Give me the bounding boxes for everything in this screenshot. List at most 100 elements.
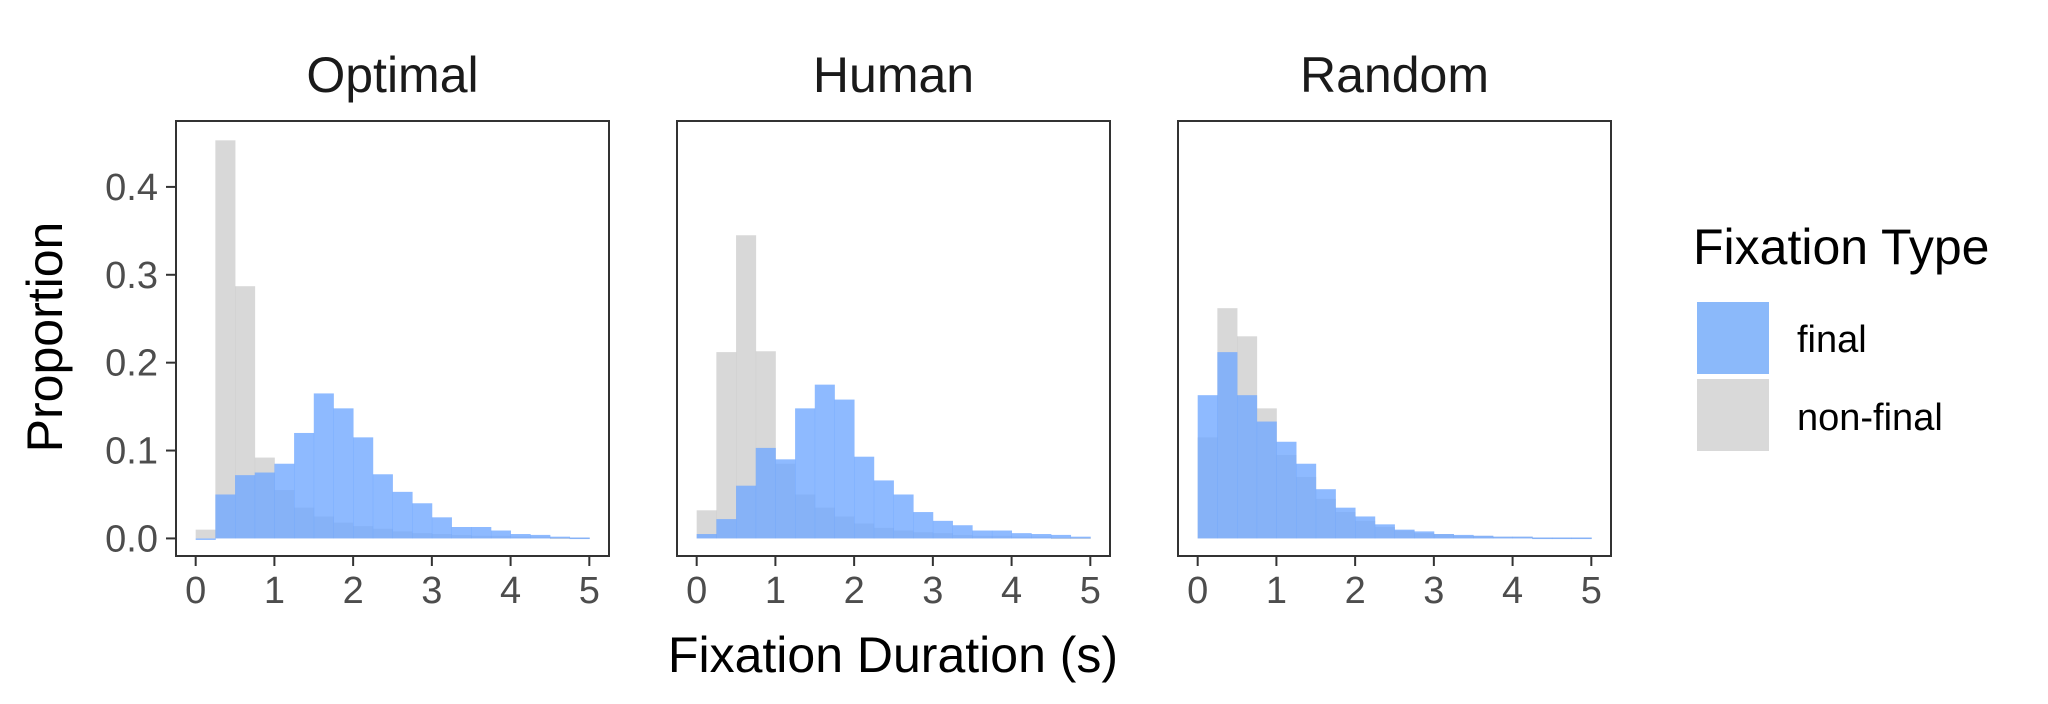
legend: Fixation Type final non-final bbox=[1693, 219, 1989, 451]
bar-final-7 bbox=[1335, 507, 1356, 539]
panel-human: Human 0 1 2 3 4 5 bbox=[676, 47, 1111, 612]
bar-final-0 bbox=[696, 534, 717, 539]
bar-final-13 bbox=[952, 525, 973, 539]
x-tick-label: 0 bbox=[686, 570, 707, 612]
bar-final-4 bbox=[775, 459, 796, 539]
bar-final-3 bbox=[254, 472, 275, 539]
x-tick-label: 3 bbox=[922, 570, 943, 612]
legend-key-non-final bbox=[1697, 379, 1769, 451]
panel-random: Random 0 1 2 3 4 5 bbox=[1177, 47, 1612, 612]
bar-final-14 bbox=[972, 530, 993, 539]
x-tick-label: 1 bbox=[765, 570, 786, 612]
bar-final-6 bbox=[1315, 489, 1336, 539]
bar-final-15 bbox=[490, 530, 511, 539]
bar-final-14 bbox=[1473, 535, 1494, 539]
bar-final-5 bbox=[795, 408, 816, 539]
bar-final-16 bbox=[1512, 536, 1533, 539]
bar-final-1 bbox=[1217, 352, 1238, 539]
bar-final-13 bbox=[1453, 534, 1474, 539]
bar-final-4 bbox=[274, 463, 295, 539]
bar-final-15 bbox=[1492, 536, 1513, 539]
bar-final-14 bbox=[471, 527, 492, 539]
x-tick-label: 3 bbox=[421, 570, 442, 612]
bar-final-1 bbox=[716, 519, 737, 539]
bar-final-0 bbox=[195, 538, 216, 540]
x-tick-label: 0 bbox=[1187, 570, 1208, 612]
x-tick-label: 2 bbox=[343, 570, 364, 612]
series-final bbox=[696, 384, 1091, 539]
x-tick-label: 2 bbox=[844, 570, 865, 612]
bar-final-19 bbox=[1571, 537, 1592, 540]
bar-final-7 bbox=[834, 399, 855, 539]
bar-final-10 bbox=[392, 491, 413, 539]
legend-title: Fixation Type bbox=[1693, 219, 1989, 275]
panel-border bbox=[676, 120, 1111, 557]
bar-final-5 bbox=[1296, 463, 1317, 539]
bar-final-17 bbox=[1031, 534, 1052, 539]
bar-final-8 bbox=[854, 456, 875, 539]
x-tick-label: 2 bbox=[1345, 570, 1366, 612]
bar-final-19 bbox=[569, 537, 590, 540]
panel-border bbox=[1177, 120, 1612, 557]
x-tick-label: 4 bbox=[1001, 570, 1022, 612]
bar-final-19 bbox=[1070, 536, 1091, 539]
bar-final-9 bbox=[1374, 524, 1395, 539]
bar-final-7 bbox=[333, 408, 354, 539]
bar-final-2 bbox=[736, 485, 757, 539]
bar-non-final-2 bbox=[736, 235, 757, 539]
series-final bbox=[1197, 352, 1592, 540]
bar-final-17 bbox=[530, 534, 551, 539]
bar-final-12 bbox=[1433, 534, 1454, 539]
bar-final-18 bbox=[1551, 537, 1573, 540]
bar-final-15 bbox=[991, 530, 1012, 539]
bar-final-12 bbox=[932, 520, 953, 539]
bar-final-10 bbox=[893, 494, 914, 539]
bar-final-18 bbox=[1050, 534, 1072, 539]
bar-non-final-1 bbox=[716, 352, 737, 539]
panel-title: Human bbox=[813, 47, 974, 103]
bar-final-12 bbox=[431, 517, 452, 539]
x-tick-label: 1 bbox=[1266, 570, 1287, 612]
x-tick-label: 4 bbox=[1502, 570, 1523, 612]
bar-non-final-0 bbox=[696, 510, 717, 539]
legend-key-final bbox=[1697, 302, 1769, 374]
x-tick-label: 1 bbox=[264, 570, 285, 612]
bar-final-9 bbox=[873, 480, 894, 539]
legend-label-final: final bbox=[1797, 319, 1867, 361]
y-tick-label: 0.1 bbox=[105, 431, 158, 473]
legend-label-non-final: non-final bbox=[1797, 397, 1943, 439]
bar-final-3 bbox=[1256, 421, 1277, 539]
y-tick-label: 0.4 bbox=[105, 167, 158, 209]
panel-border bbox=[175, 120, 610, 557]
bar-final-5 bbox=[294, 432, 315, 539]
x-tick-label: 5 bbox=[579, 570, 600, 612]
bar-non-final-1 bbox=[215, 140, 236, 539]
bar-final-1 bbox=[215, 494, 236, 539]
bar-final-10 bbox=[1394, 529, 1415, 539]
bar-final-2 bbox=[235, 475, 256, 539]
y-tick-label: 0.2 bbox=[105, 343, 158, 385]
bar-final-6 bbox=[313, 393, 334, 539]
bar-final-9 bbox=[372, 474, 393, 539]
bar-final-6 bbox=[814, 384, 835, 539]
x-tick-label: 5 bbox=[1080, 570, 1101, 612]
bar-final-4 bbox=[1276, 441, 1297, 539]
panel-title: Optimal bbox=[306, 47, 478, 103]
bar-final-11 bbox=[913, 512, 934, 539]
bar-final-0 bbox=[1197, 395, 1218, 539]
panel-optimal: Optimal 0 1 2 3 4 5 0.0 0.1 0.2 0.3 0.4 bbox=[105, 47, 610, 612]
y-tick-label: 0.0 bbox=[105, 518, 158, 560]
bar-final-8 bbox=[353, 437, 374, 539]
x-tick-label: 0 bbox=[185, 570, 206, 612]
bar-non-final-0 bbox=[195, 529, 216, 539]
x-tick-label: 3 bbox=[1423, 570, 1444, 612]
series-final bbox=[195, 393, 590, 540]
bar-final-2 bbox=[1237, 395, 1258, 539]
bar-final-3 bbox=[755, 447, 776, 539]
bar-final-16 bbox=[1011, 533, 1032, 539]
bar-final-16 bbox=[510, 534, 531, 539]
bar-final-18 bbox=[549, 536, 571, 539]
x-tick-label: 5 bbox=[1581, 570, 1602, 612]
y-axis-title: Proportion bbox=[17, 222, 73, 453]
